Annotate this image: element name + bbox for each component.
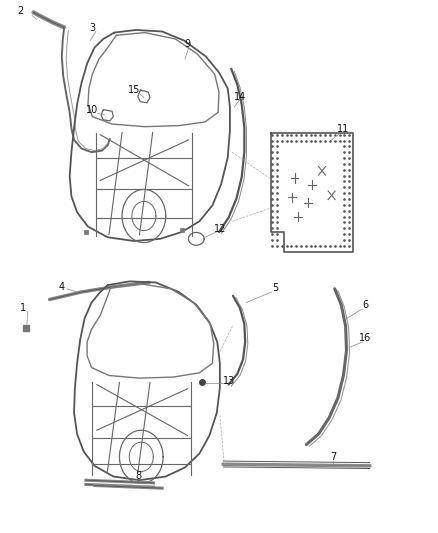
- Text: 4: 4: [59, 282, 65, 292]
- Text: 15: 15: [127, 85, 140, 95]
- Text: 2: 2: [18, 6, 24, 17]
- Text: 13: 13: [223, 376, 235, 386]
- Text: 7: 7: [330, 452, 336, 462]
- Text: 14: 14: [234, 92, 246, 102]
- Text: 1: 1: [19, 303, 25, 313]
- Text: 9: 9: [184, 39, 191, 49]
- Text: 10: 10: [86, 104, 99, 115]
- Text: 6: 6: [362, 300, 368, 310]
- Text: 5: 5: [272, 283, 278, 293]
- Text: 3: 3: [89, 23, 95, 34]
- Text: 12: 12: [214, 224, 226, 235]
- Text: 11: 11: [337, 124, 350, 134]
- Text: 16: 16: [359, 333, 371, 343]
- Text: 8: 8: [135, 472, 141, 481]
